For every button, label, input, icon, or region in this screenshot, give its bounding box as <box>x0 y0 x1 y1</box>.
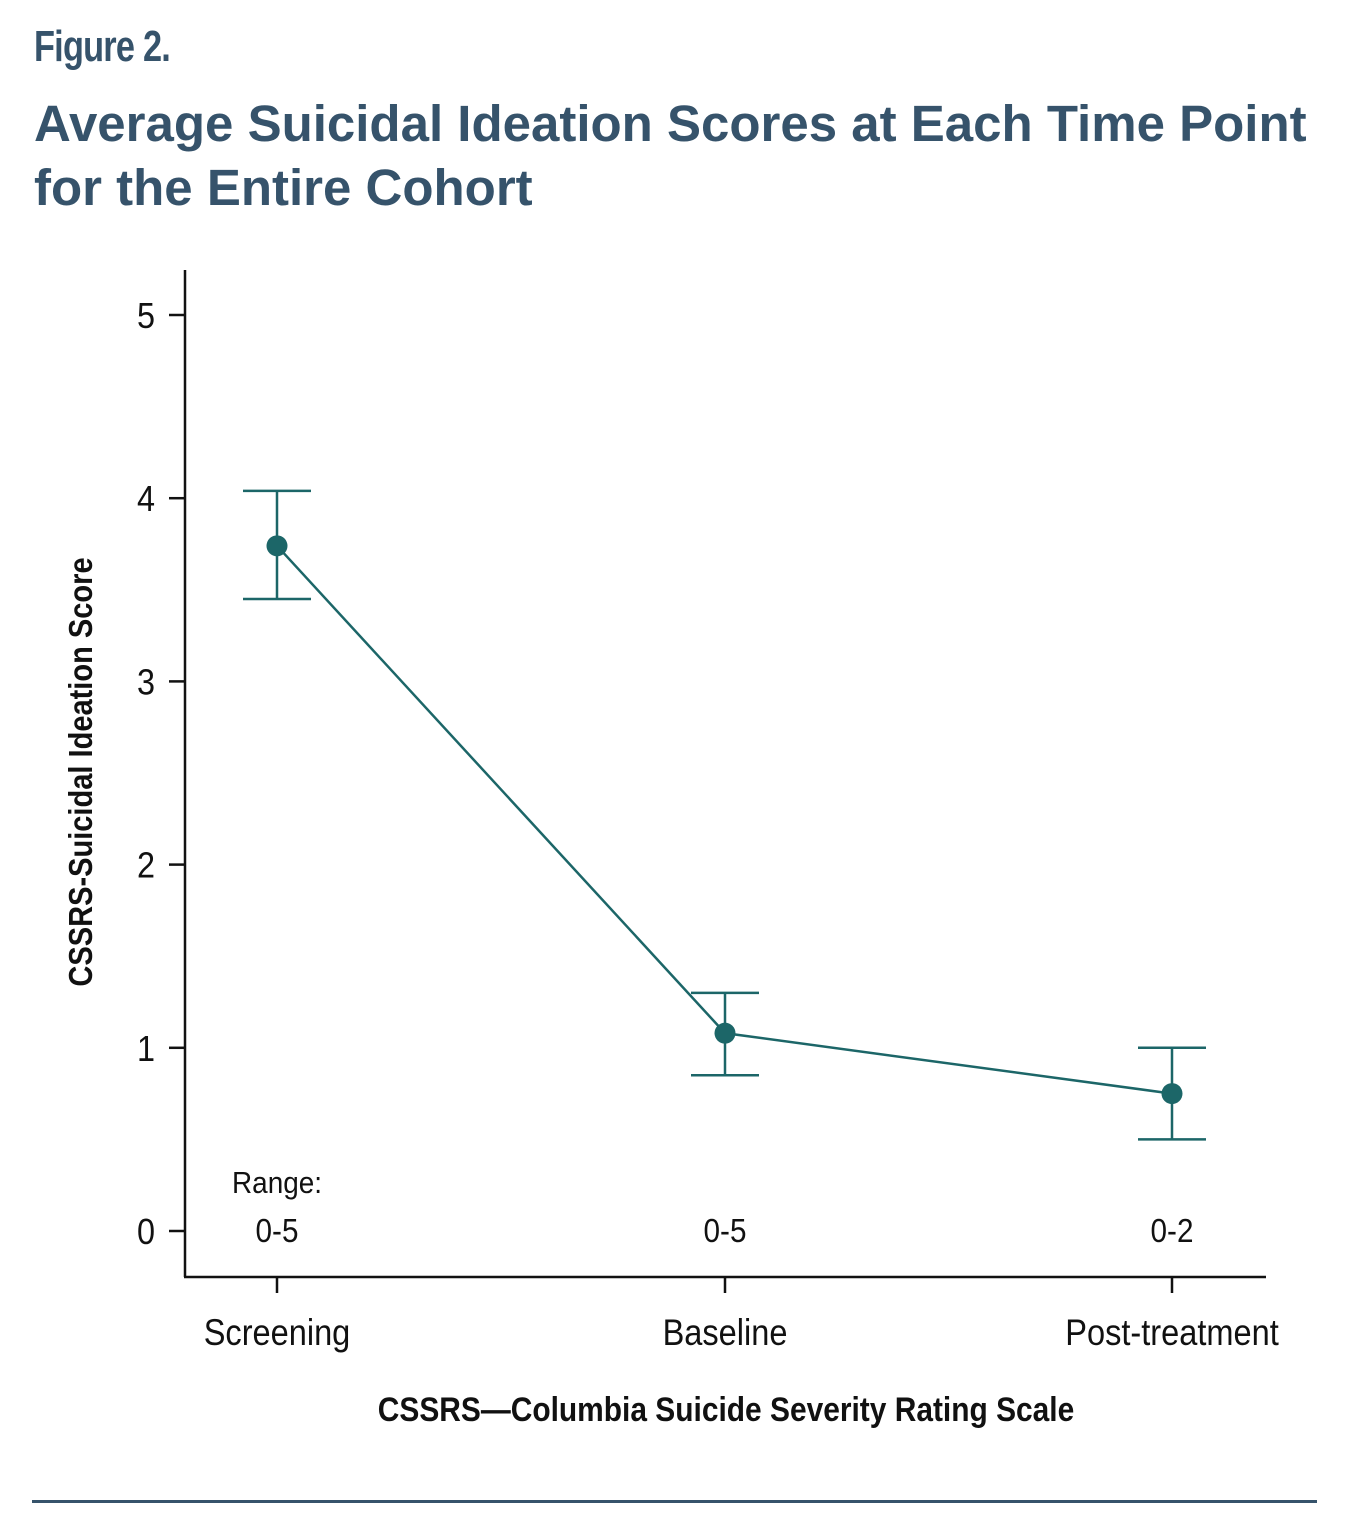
y-axis-label: CSSRS-Suicidal Ideation Score <box>62 557 99 986</box>
y-tick-label: 3 <box>137 663 155 703</box>
tick-group: 0 1 2 3 4 5 Screening Baseline Post-treatment <box>137 296 1279 1353</box>
range-value-label: 0-5 <box>704 1213 747 1250</box>
x-axis-label: CSSRS—Columbia Suicide Severity Rating S… <box>378 1390 1074 1428</box>
y-tick-label: 5 <box>137 296 155 336</box>
annotation-group: 0-5 0-5 0-2 <box>256 1213 1194 1250</box>
y-tick-label: 2 <box>137 846 155 886</box>
y-tick-label: 4 <box>137 480 155 520</box>
data-point <box>1161 1083 1183 1105</box>
range-value-label: 0-5 <box>256 1213 299 1250</box>
range-label: Range: <box>232 1166 322 1201</box>
series-group <box>243 489 1206 1141</box>
data-point <box>266 535 288 557</box>
data-point <box>714 1022 736 1044</box>
x-tick-label: Screening <box>204 1312 351 1353</box>
figure-label: Figure 2. <box>34 22 171 71</box>
footer-divider <box>32 1500 1317 1503</box>
range-value-label: 0-2 <box>1151 1213 1194 1250</box>
x-tick-label: Post-treatment <box>1065 1312 1279 1353</box>
y-tick-label: 1 <box>137 1029 155 1069</box>
chart-title: Average Suicidal Ideation Scores at Each… <box>34 95 1307 216</box>
axes <box>183 270 1266 1279</box>
x-tick-label: Baseline <box>663 1312 788 1353</box>
y-tick-label: 0 <box>137 1212 155 1252</box>
